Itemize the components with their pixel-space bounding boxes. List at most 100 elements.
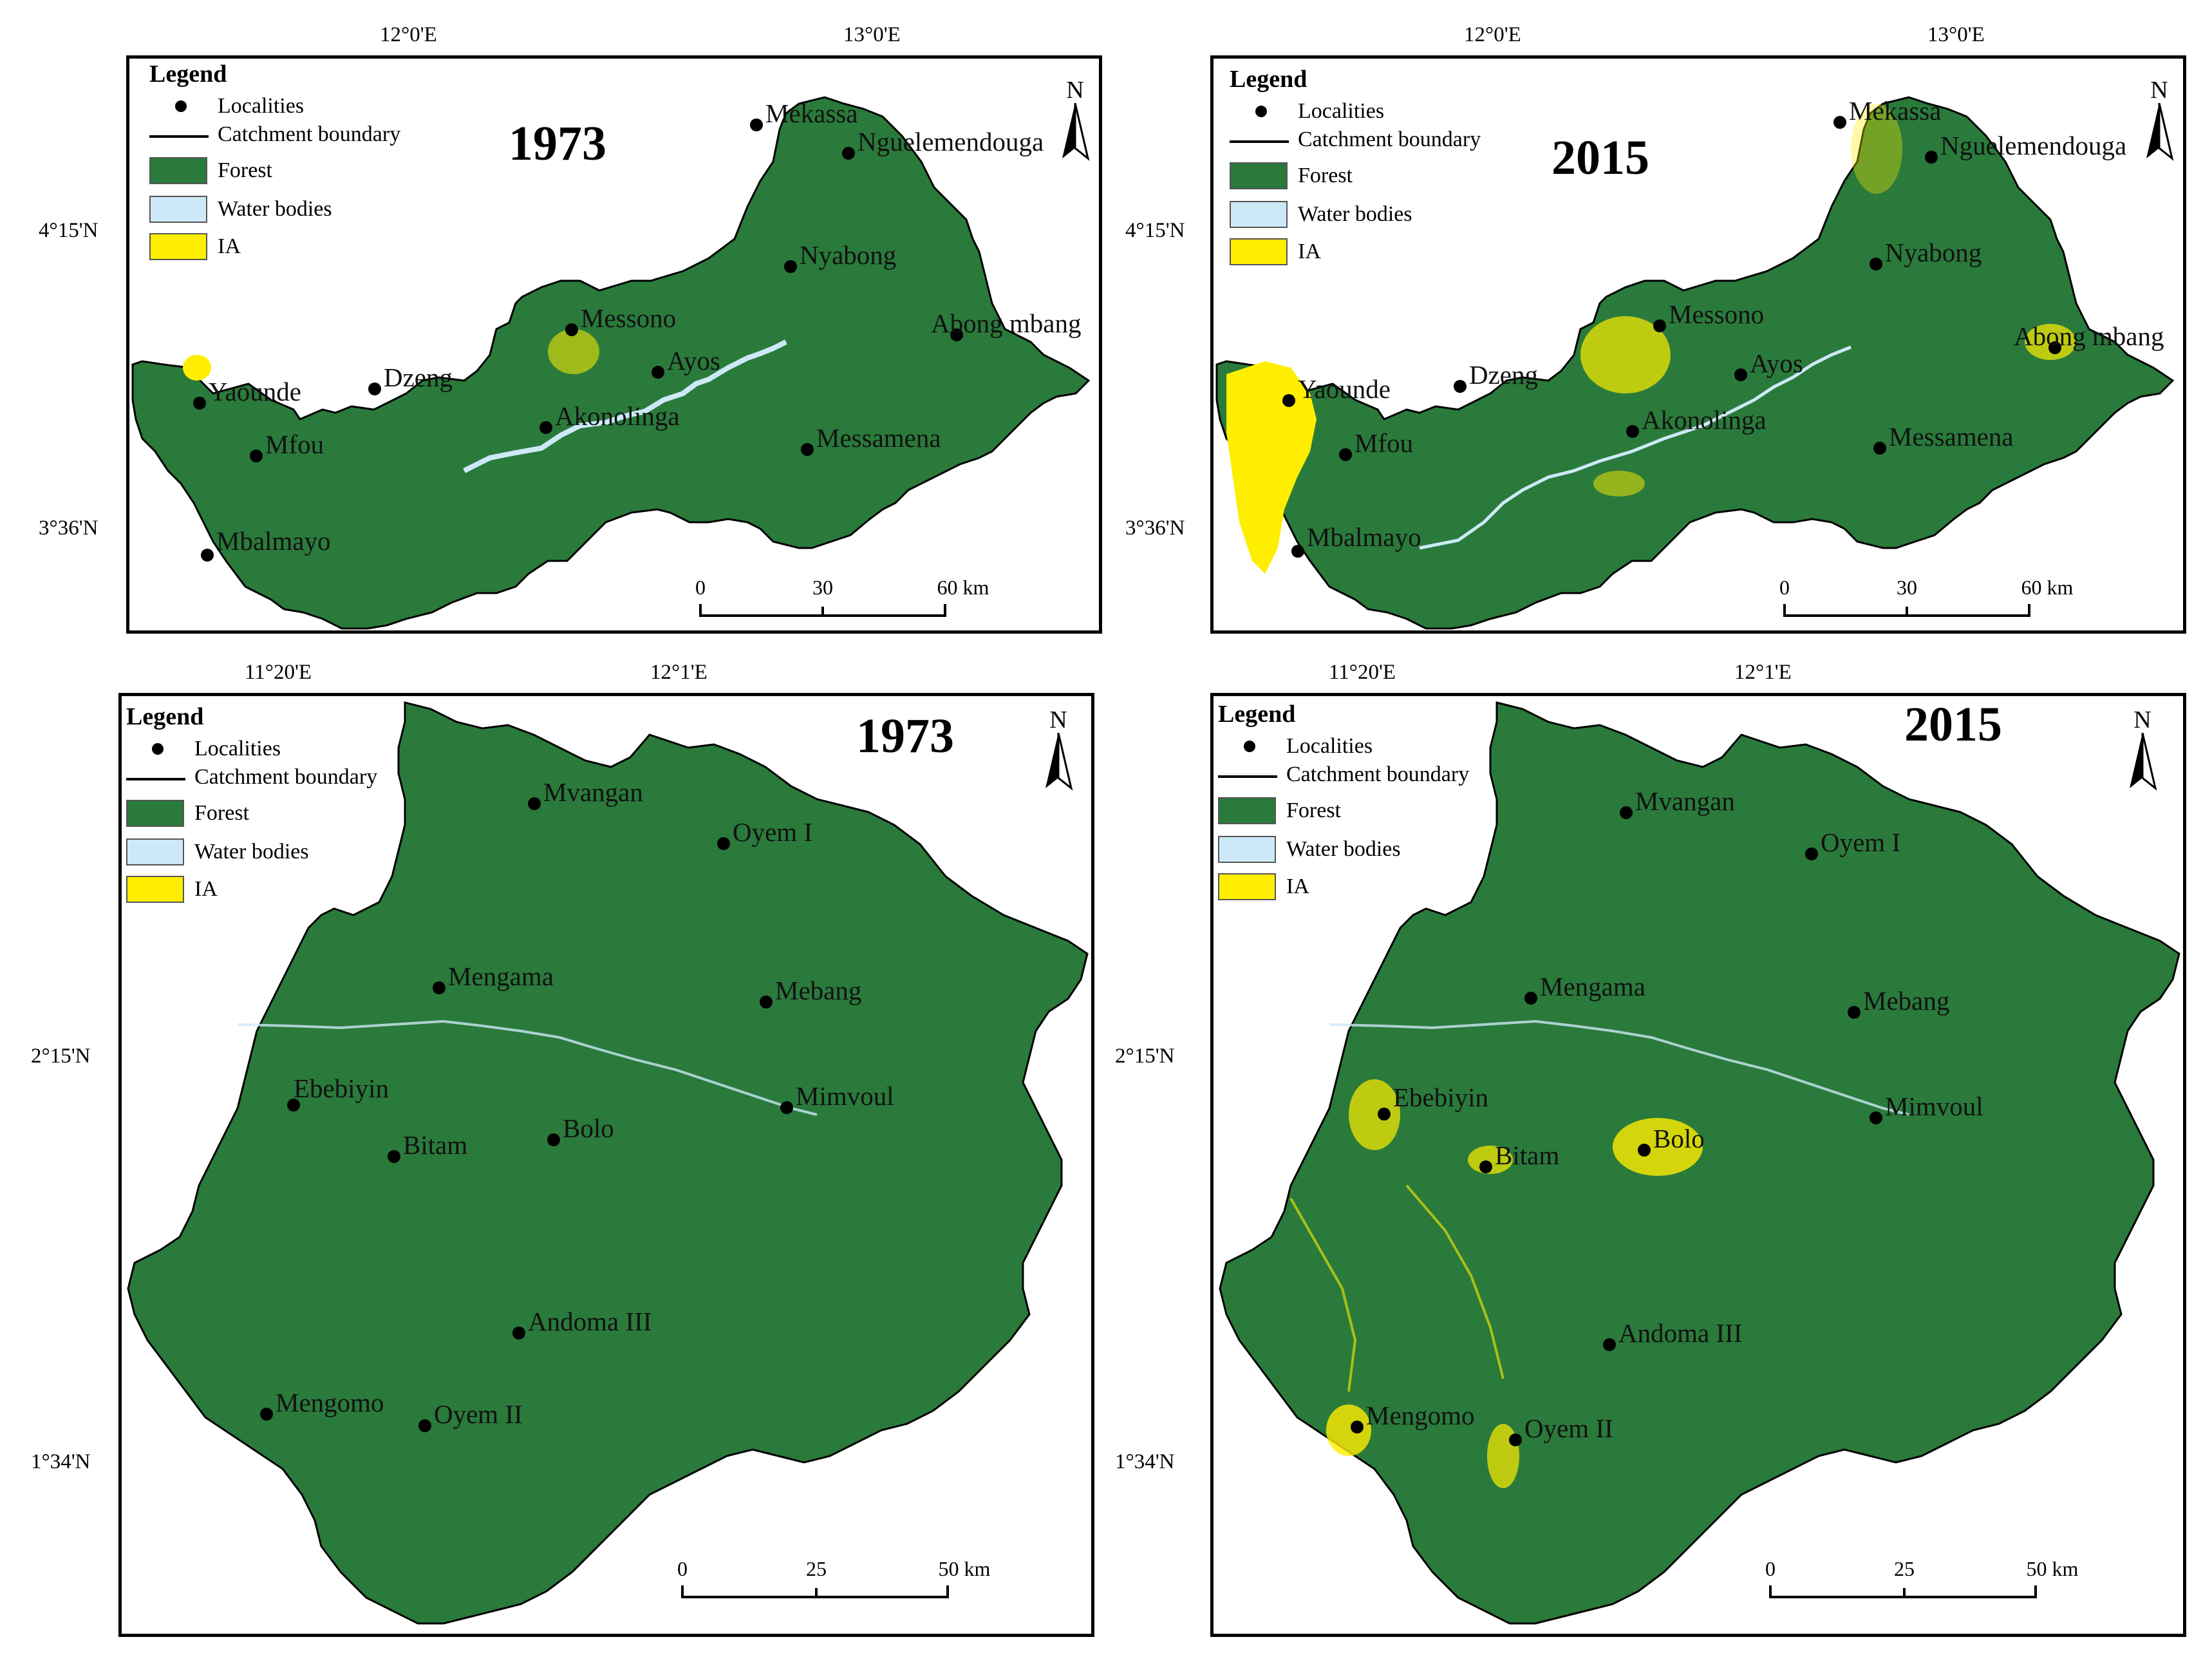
- water-swatch: [1230, 201, 1288, 228]
- legend-label-forest: Forest: [1298, 164, 1353, 187]
- legend-label-water: Water bodies: [218, 197, 332, 221]
- scale-label: 30: [1897, 576, 1917, 599]
- map-year: 1973: [856, 709, 954, 763]
- legend: Legend Localities Catchment boundary For…: [1230, 67, 1526, 273]
- scale-label: 0: [1765, 1557, 1776, 1580]
- legend-label-ia: IA: [1298, 240, 1321, 263]
- legend-label-forest: Forest: [194, 801, 249, 825]
- water-swatch: [149, 196, 207, 223]
- scale-label: 0: [1779, 576, 1790, 599]
- map-year: 1973: [509, 117, 606, 171]
- legend-label-water: Water bodies: [194, 840, 309, 864]
- scale-label: 0: [677, 1557, 688, 1580]
- legend-label-ia: IA: [194, 877, 218, 901]
- map-frame: [118, 693, 1094, 1637]
- legend-label-ia: IA: [1286, 875, 1309, 898]
- map-frame: [1210, 693, 2186, 1637]
- north-arrow-icon: [2146, 103, 2174, 161]
- north-label: N: [1049, 706, 1067, 733]
- boundary-symbol: [1218, 775, 1277, 778]
- lon-label: 13°0'E: [843, 23, 901, 46]
- locality-symbol: [1255, 106, 1267, 117]
- forest-swatch: [149, 157, 207, 184]
- river: [1419, 345, 1851, 550]
- lat-label: 2°15'N: [31, 1045, 91, 1068]
- legend-label-catchment: Catchment boundary: [218, 122, 401, 146]
- river: [237, 1019, 818, 1116]
- map-frame: [1210, 55, 2186, 634]
- map-frame: [126, 55, 1102, 634]
- legend-label-localities: Localities: [1286, 734, 1373, 758]
- map-panel-bottom-1973: 11°20'E 12°1'E 2°15'N 1°34'N 1973 Legend…: [0, 644, 1106, 1664]
- legend: Legend Localities Catchment boundary For…: [149, 62, 445, 268]
- north-arrow-icon: [1062, 103, 1090, 161]
- scale-bar: 0 30 60 km: [1779, 576, 2073, 627]
- lat-label: 4°15'N: [1125, 219, 1185, 242]
- water-swatch: [1218, 836, 1276, 863]
- scale-label: 50 km: [938, 1557, 991, 1580]
- lat-label: 2°15'N: [1115, 1045, 1175, 1068]
- map-panel-top-1973: 12°0'E 13°0'E 4°15'N 3°36'N 1973 Legend …: [0, 0, 1106, 644]
- locality-symbol: [152, 743, 164, 755]
- river: [463, 339, 787, 473]
- ia-swatch: [1218, 873, 1276, 900]
- lon-label: 12°1'E: [650, 661, 708, 684]
- scale-bar: 0 30 60 km: [695, 576, 989, 627]
- forest-area: [1219, 701, 2180, 1625]
- legend-label-ia: IA: [218, 234, 241, 258]
- lat-label: 1°34'N: [31, 1450, 91, 1473]
- north-arrow: N: [1039, 706, 1078, 796]
- scale-label: 0: [695, 576, 706, 599]
- settlement-area: [183, 355, 211, 381]
- scale-label: 25: [1894, 1557, 1915, 1580]
- map-year: 2015: [1904, 697, 2002, 752]
- north-arrow: N: [1056, 76, 1094, 166]
- settlement-area: [1226, 361, 1317, 574]
- settlement-area: [1613, 1118, 1703, 1176]
- catchment-map: [131, 96, 1091, 630]
- lon-label: 11°20'E: [245, 661, 312, 684]
- legend-label-catchment: Catchment boundary: [1286, 762, 1470, 786]
- lon-label: 13°0'E: [1927, 23, 1985, 46]
- scale-label: 60 km: [2021, 576, 2074, 599]
- north-label: N: [1066, 77, 1084, 104]
- lat-label: 1°34'N: [1115, 1450, 1175, 1473]
- forest-area: [131, 96, 1091, 630]
- lon-label: 12°1'E: [1734, 661, 1792, 684]
- boundary-symbol: [149, 135, 209, 138]
- legend: Legend Localities Catchment boundary For…: [1218, 702, 1514, 908]
- lat-label: 4°15'N: [39, 219, 98, 242]
- legend-title: Legend: [149, 61, 227, 88]
- settlement-area: [1851, 104, 1902, 194]
- legend-title: Legend: [1230, 66, 1308, 93]
- catchment-map: [127, 701, 1089, 1625]
- legend-title: Legend: [1218, 701, 1296, 728]
- water-swatch: [126, 838, 184, 865]
- north-arrow-icon: [1045, 733, 1073, 791]
- legend-label-localities: Localities: [194, 737, 281, 761]
- forest-swatch: [1230, 162, 1288, 189]
- legend-label-localities: Localities: [1298, 99, 1385, 123]
- legend-label-forest: Forest: [1286, 799, 1341, 822]
- scale-label: 30: [812, 576, 833, 599]
- legend-label-catchment: Catchment boundary: [1298, 128, 1481, 151]
- legend-label-localities: Localities: [218, 94, 305, 118]
- scale-bar: 0 25 50 km: [1765, 1557, 2078, 1609]
- legend-label-forest: Forest: [218, 158, 272, 182]
- settlement-area: [1593, 471, 1645, 496]
- north-arrow: N: [2123, 706, 2162, 796]
- forest-area: [127, 701, 1089, 1625]
- settlement-area: [1289, 1184, 1504, 1392]
- boundary-symbol: [1230, 140, 1289, 143]
- scale-label: 60 km: [937, 576, 989, 599]
- forest-swatch: [126, 800, 184, 827]
- ia-swatch: [126, 876, 184, 903]
- lon-label: 12°0'E: [1464, 23, 1521, 46]
- scale-bar: 0 25 50 km: [677, 1557, 990, 1609]
- ia-swatch: [1230, 238, 1288, 265]
- north-arrow: N: [2140, 76, 2179, 166]
- settlement-area: [548, 329, 599, 374]
- boundary-symbol: [126, 778, 185, 780]
- scale-label: 50 km: [2026, 1557, 2079, 1580]
- north-label: N: [2150, 77, 2168, 104]
